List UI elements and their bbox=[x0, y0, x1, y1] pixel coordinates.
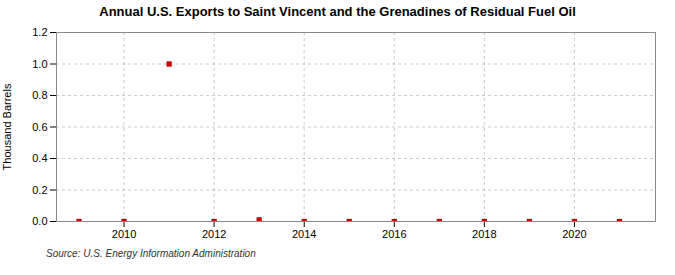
svg-text:2014: 2014 bbox=[292, 228, 316, 240]
svg-text:Thousand Barrels: Thousand Barrels bbox=[1, 83, 13, 170]
svg-text:2010: 2010 bbox=[112, 228, 136, 240]
html-text:Annual U.S. Exports to Saint V: Annual U.S. Exports to Saint Vincent and… bbox=[99, 4, 576, 19]
svg-text:0.0: 0.0 bbox=[32, 215, 47, 227]
svg-text:0.4: 0.4 bbox=[32, 152, 47, 164]
svg-text:0.2: 0.2 bbox=[32, 184, 47, 196]
svg-text:0.6: 0.6 bbox=[32, 121, 47, 133]
svg-text:2020: 2020 bbox=[562, 228, 586, 240]
html-text:Source: U.S. Energy Informatio: Source: U.S. Energy Information Administ… bbox=[46, 248, 256, 259]
svg-text:0.8: 0.8 bbox=[32, 89, 47, 101]
svg-text:2012: 2012 bbox=[202, 228, 226, 240]
svg-text:1.0: 1.0 bbox=[32, 58, 47, 70]
svg-text:2018: 2018 bbox=[472, 228, 496, 240]
svg-text:2016: 2016 bbox=[382, 228, 406, 240]
svg-text:1.2: 1.2 bbox=[32, 26, 47, 38]
